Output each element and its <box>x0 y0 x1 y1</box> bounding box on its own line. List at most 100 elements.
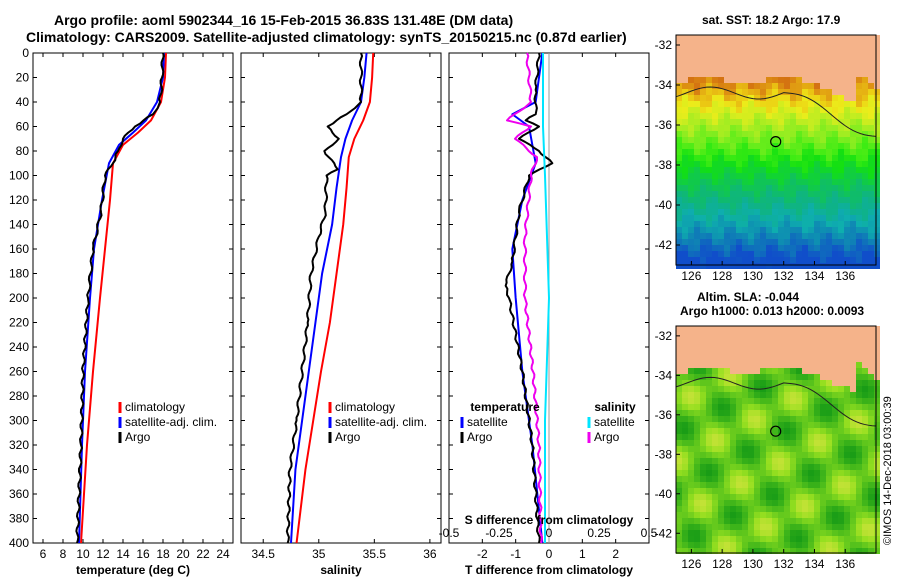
sla-map-cell <box>790 380 796 386</box>
sst-map-cell <box>706 89 712 95</box>
sst-map-cell <box>760 197 766 203</box>
sla-map-cell <box>862 368 868 374</box>
sst-map-cell <box>724 209 730 215</box>
sst-map-cell <box>874 65 880 71</box>
sla-map-cell <box>820 368 826 374</box>
sst-map-cell <box>754 131 760 137</box>
sst-map-cell <box>832 113 838 119</box>
sst-map-cell <box>760 71 766 77</box>
sla-map-cell <box>760 470 766 476</box>
sst-map-cell <box>850 125 856 131</box>
sla-map-cell <box>736 452 742 458</box>
sst-map-cell <box>748 137 754 143</box>
sst-map-cell <box>796 89 802 95</box>
sst-map-cell <box>766 191 772 197</box>
sst-map-cell <box>766 227 772 233</box>
sst-map-cell <box>700 203 706 209</box>
sla-map-cell <box>700 446 706 452</box>
sla-map-cell <box>856 326 862 332</box>
sst-map-cell <box>778 185 784 191</box>
sla-map-cell <box>826 518 832 524</box>
sst-map-cell <box>760 179 766 185</box>
sla-map-cell <box>742 500 748 506</box>
sla-map-cell <box>724 512 730 518</box>
sla-map-cell <box>742 344 748 350</box>
sla-map-cell <box>688 422 694 428</box>
sst-map-cell <box>874 185 880 191</box>
sla-map-cell <box>802 440 808 446</box>
sst-map-cell <box>682 65 688 71</box>
sla-map-cell <box>808 326 814 332</box>
sst-map-cell <box>802 227 808 233</box>
sst-map-cell <box>718 155 724 161</box>
sst-map-cell <box>868 257 874 263</box>
sla-map-cell <box>676 380 682 386</box>
sst-map-cell <box>796 83 802 89</box>
sst-map-cell <box>862 143 868 149</box>
sla-map-cell <box>772 380 778 386</box>
sst-map-cell <box>760 185 766 191</box>
sla-map-cell <box>826 404 832 410</box>
sst-map-cell <box>706 173 712 179</box>
sla-map-cell <box>748 476 754 482</box>
sla-map-cell <box>874 434 880 440</box>
depth-tick-label: 60 <box>16 120 30 134</box>
sst-map-cell <box>754 197 760 203</box>
sst-map-cell <box>868 149 874 155</box>
sst-map-cell <box>802 185 808 191</box>
sst-map-cell <box>706 53 712 59</box>
sla-map-cell <box>712 380 718 386</box>
sst-map-cell <box>730 95 736 101</box>
sla-map-cell <box>742 356 748 362</box>
sla-map-cell <box>772 368 778 374</box>
sst-map-cell <box>874 209 880 215</box>
sst-map-cell <box>700 149 706 155</box>
sla-map-cell <box>676 374 682 380</box>
sst-map-cell <box>808 47 814 53</box>
sst-map-cell <box>694 245 700 251</box>
sst-map-cell <box>754 179 760 185</box>
sla-map-cell <box>676 524 682 530</box>
sla-map-cell <box>706 482 712 488</box>
sst-map-cell <box>790 131 796 137</box>
sla-map-cell <box>808 464 814 470</box>
sla-map-cell <box>718 362 724 368</box>
sla-map-cell <box>706 404 712 410</box>
sla-map-cell <box>736 548 742 554</box>
sst-map-cell <box>838 167 844 173</box>
sla-map-cell <box>856 362 862 368</box>
sst-map-cell <box>688 227 694 233</box>
sst-map-cell <box>766 251 772 257</box>
sla-map-cell <box>712 536 718 542</box>
sla-map-cell <box>862 326 868 332</box>
sst-map-cell <box>730 71 736 77</box>
sla-map-cell <box>874 386 880 392</box>
sst-map-cell <box>790 119 796 125</box>
sla-map-cell <box>736 386 742 392</box>
sla-map-cell <box>802 356 808 362</box>
sla-map-cell <box>826 548 832 554</box>
sla-map-cell <box>856 350 862 356</box>
sla-map-cell <box>790 458 796 464</box>
sla-map-cell <box>736 326 742 332</box>
sst-map-cell <box>718 113 724 119</box>
sla-map-cell <box>736 416 742 422</box>
sst-map-cell <box>688 149 694 155</box>
sla-map-cell <box>790 530 796 536</box>
sst-map-cell <box>730 167 736 173</box>
sst-map-cell <box>748 185 754 191</box>
sla-map-cell <box>868 458 874 464</box>
sst-map-cell <box>784 89 790 95</box>
sla-map-cell <box>772 500 778 506</box>
sla-map-cell <box>796 362 802 368</box>
sla-map-cell <box>760 332 766 338</box>
sst-map-cell <box>742 179 748 185</box>
sst-map-cell <box>712 53 718 59</box>
diff-legend-t-satellite-label: satellite <box>467 415 508 429</box>
sla-map-lat-label: -40 <box>655 487 673 501</box>
sla-map-cell <box>820 356 826 362</box>
sla-map-cell <box>832 506 838 512</box>
sla-map-cell <box>784 356 790 362</box>
sla-map-cell <box>868 530 874 536</box>
sla-map-cell <box>718 380 724 386</box>
